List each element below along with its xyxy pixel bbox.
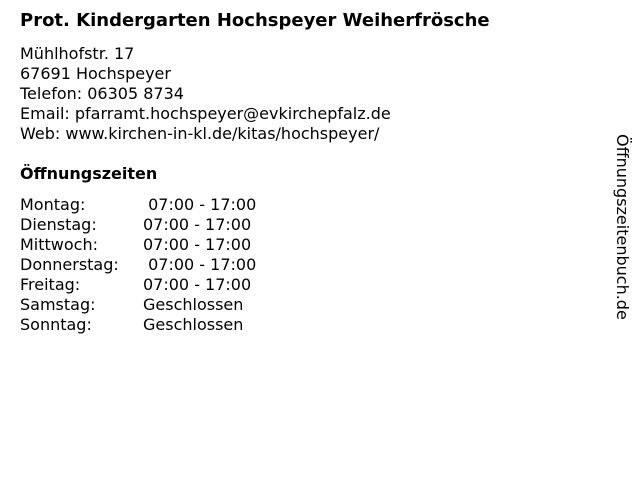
hours-row: Freitag: 07:00 - 17:00: [20, 275, 256, 295]
day: Montag:: [20, 195, 86, 214]
watermark: Öffnungszeitenbuch.de: [613, 134, 632, 320]
hours-row: Samstag: Geschlossen: [20, 295, 256, 315]
email: Email: pfarramt.hochspeyer@evkirchepfalz…: [20, 104, 391, 123]
day: Sonntag:: [20, 315, 92, 334]
hours-row: Montag: 07:00 - 17:00: [20, 195, 256, 215]
time: 07:00 - 17:00: [143, 255, 257, 274]
city: 67691 Hochspeyer: [20, 64, 171, 83]
time: Geschlossen: [143, 295, 244, 314]
time: 07:00 - 17:00: [143, 195, 257, 214]
hours-heading: Öffnungszeiten: [20, 164, 158, 183]
time: 07:00 - 17:00: [143, 275, 252, 294]
time: Geschlossen: [143, 315, 244, 334]
time: 07:00 - 17:00: [143, 235, 252, 254]
phone: Telefon: 06305 8734: [20, 84, 184, 103]
day: Dienstag:: [20, 215, 97, 234]
website: Web: www.kirchen-in-kl.de/kitas/hochspey…: [20, 124, 380, 143]
address-block: Mühlhofstr. 17 67691 Hochspeyer Telefon:…: [20, 44, 391, 144]
day: Freitag:: [20, 275, 81, 294]
day: Donnerstag:: [20, 255, 119, 274]
day: Samstag:: [20, 295, 96, 314]
day: Mittwoch:: [20, 235, 98, 254]
street: Mühlhofstr. 17: [20, 44, 135, 63]
hours-row: Dienstag: 07:00 - 17:00: [20, 215, 256, 235]
time: 07:00 - 17:00: [143, 215, 252, 234]
hours-row: Sonntag: Geschlossen: [20, 315, 256, 335]
hours-table: Montag: 07:00 - 17:00 Dienstag: 07:00 - 1…: [20, 195, 256, 335]
hours-row: Donnerstag: 07:00 - 17:00: [20, 255, 256, 275]
page-title: Prot. Kindergarten Hochspeyer Weiherfrös…: [20, 10, 490, 31]
hours-row: Mittwoch: 07:00 - 17:00: [20, 235, 256, 255]
